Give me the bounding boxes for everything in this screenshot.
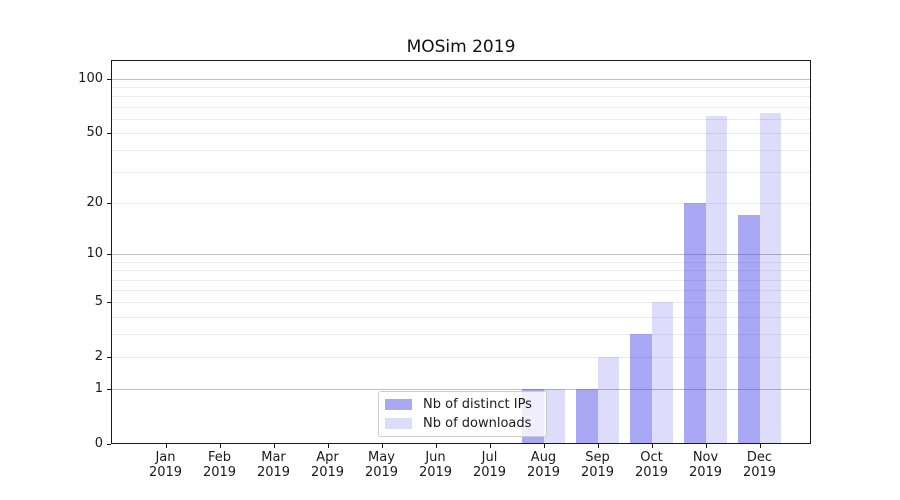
legend-swatch-downloads-icon xyxy=(385,418,412,429)
bar-distinct-ips-oct-2019 xyxy=(630,334,652,444)
x-tick xyxy=(490,444,491,448)
x-tick-label: Aug 2019 xyxy=(526,450,561,480)
x-tick-label: Oct 2019 xyxy=(634,450,669,480)
x-tick-label: Dec 2019 xyxy=(742,450,777,480)
y-tick xyxy=(107,302,111,303)
minor-gridline xyxy=(111,87,811,89)
y-tick xyxy=(107,203,111,204)
x-tick-label: Nov 2019 xyxy=(688,450,723,480)
y-tick-label: 2 xyxy=(94,349,103,365)
minor-gridline xyxy=(111,172,811,174)
bar-distinct-ips-sep-2019 xyxy=(576,389,598,444)
legend-swatch-distinct-ips-icon xyxy=(385,399,412,410)
x-tick xyxy=(166,444,167,448)
y-tick-label: 1 xyxy=(94,381,103,397)
x-tick-label: Sep 2019 xyxy=(580,450,615,480)
x-tick-label: Feb 2019 xyxy=(202,450,237,480)
y-tick-label: 5 xyxy=(94,294,103,310)
x-tick xyxy=(652,444,653,448)
y-tick-label: 50 xyxy=(86,125,103,141)
minor-gridline xyxy=(111,279,811,281)
minor-gridline xyxy=(111,133,811,135)
y-tick xyxy=(107,133,111,134)
x-tick xyxy=(706,444,707,448)
x-tick-label: Mar 2019 xyxy=(256,450,291,480)
y-tick-label: 10 xyxy=(86,246,103,262)
minor-gridline xyxy=(111,96,811,98)
legend-label-downloads: Nb of downloads xyxy=(423,415,532,431)
legend-item-distinct-ips: Nb of distinct IPs xyxy=(385,396,546,412)
bar-downloads-nov-2019 xyxy=(705,116,727,444)
minor-gridline xyxy=(111,357,811,359)
x-tick-label: May 2019 xyxy=(364,450,399,480)
y-tick-label: 100 xyxy=(78,71,103,87)
bar-downloads-aug-2019 xyxy=(543,389,565,444)
bar-distinct-ips-nov-2019 xyxy=(684,203,706,444)
x-tick xyxy=(328,444,329,448)
x-tick xyxy=(760,444,761,448)
minor-gridline xyxy=(111,334,811,336)
y-tick xyxy=(107,444,111,445)
x-tick xyxy=(382,444,383,448)
x-tick xyxy=(598,444,599,448)
y-tick xyxy=(107,389,111,390)
minor-gridline xyxy=(111,106,811,108)
minor-gridline xyxy=(111,270,811,272)
legend: Nb of distinct IPs Nb of downloads xyxy=(378,391,547,437)
minor-gridline xyxy=(111,203,811,205)
y-tick xyxy=(107,254,111,255)
minor-gridline xyxy=(111,118,811,120)
x-tick-label: Apr 2019 xyxy=(310,450,345,480)
plot-area xyxy=(111,60,811,444)
minor-gridline xyxy=(111,316,811,318)
legend-item-downloads: Nb of downloads xyxy=(385,415,546,431)
bar-downloads-dec-2019 xyxy=(759,112,781,444)
minor-gridline xyxy=(111,150,811,152)
bar-downloads-sep-2019 xyxy=(597,357,619,444)
x-tick xyxy=(274,444,275,448)
major-gridline xyxy=(111,254,811,256)
y-tick xyxy=(107,79,111,80)
bar-distinct-ips-dec-2019 xyxy=(738,215,760,444)
minor-gridline xyxy=(111,261,811,263)
y-tick xyxy=(107,357,111,358)
chart-title: MOSim 2019 xyxy=(406,37,516,57)
x-tick xyxy=(220,444,221,448)
y-tick-label: 20 xyxy=(86,195,103,211)
x-tick-label: Jun 2019 xyxy=(418,450,453,480)
x-tick xyxy=(436,444,437,448)
x-tick-label: Jan 2019 xyxy=(148,450,183,480)
major-gridline xyxy=(111,389,811,391)
major-gridline xyxy=(111,79,811,81)
minor-gridline xyxy=(111,290,811,292)
x-tick-label: Jul 2019 xyxy=(472,450,507,480)
minor-gridline xyxy=(111,302,811,304)
legend-label-distinct-ips: Nb of distinct IPs xyxy=(423,396,532,412)
bar-downloads-oct-2019 xyxy=(651,302,673,444)
x-tick xyxy=(544,444,545,448)
y-tick-label: 0 xyxy=(94,436,103,451)
